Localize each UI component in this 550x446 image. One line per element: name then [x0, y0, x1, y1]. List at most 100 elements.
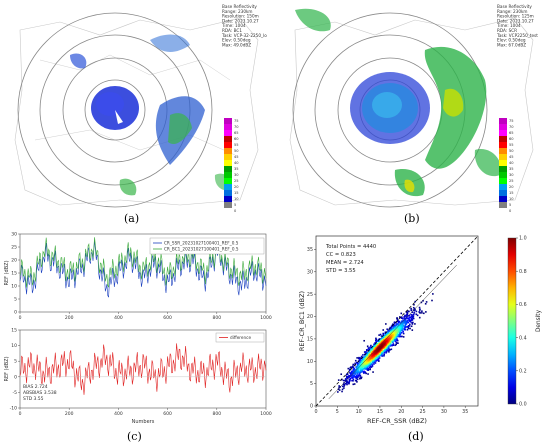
y-tick-label: 35 [307, 247, 313, 253]
scatter-point [414, 300, 417, 303]
scatter-point [366, 351, 369, 354]
stat-line: ABSBIAS 3.538 [23, 390, 57, 396]
scatter-point [391, 323, 394, 326]
scatter-point [359, 361, 361, 364]
scatter-point [378, 334, 380, 336]
scatter-point [390, 330, 393, 332]
scatter-point [412, 321, 414, 324]
scatter-point [366, 354, 368, 357]
scatter-point [361, 359, 364, 361]
scatter-point [369, 368, 371, 370]
scatter-point [408, 310, 410, 313]
scatter-point [405, 311, 408, 313]
legend-top: CR_SSR_20231027100401_REF_0.5CR_BC1_2023… [149, 237, 265, 255]
x-tick-label: 0 [314, 409, 317, 415]
radar-info-line: Time: 1004 [221, 23, 246, 28]
scatter-point [346, 373, 349, 375]
x-tick-label: 600 [163, 315, 172, 321]
panel-label-c: (c) [127, 430, 142, 443]
scatter-point [405, 314, 408, 316]
scatter-point [346, 376, 349, 378]
scatter-point [406, 312, 409, 314]
scatter-point [376, 359, 378, 361]
scatter-point [345, 378, 347, 381]
x-tick-label: 20 [398, 409, 404, 415]
scatter-point [367, 373, 369, 375]
scatter-point [400, 328, 403, 331]
radar-info-line: Range: 230km [497, 9, 528, 14]
scatter-point [392, 327, 395, 330]
legend-value: 40 [234, 161, 239, 165]
y-tick-label: 25 [307, 292, 313, 298]
scatter-point [412, 315, 414, 318]
scatter-point [418, 316, 421, 319]
legend-value: 35 [234, 167, 239, 171]
scatter-point [356, 378, 359, 381]
scatter-point [378, 347, 381, 349]
scatter-point [341, 390, 343, 393]
y-tick-label: 10 [11, 343, 17, 349]
legend-value: 10 [234, 197, 239, 201]
radar-info-line: RDA: SCR [497, 28, 517, 33]
scatter-point [358, 374, 360, 376]
y-tick-label: 5 [14, 359, 17, 365]
scatter-point [425, 311, 427, 313]
scatter-point [389, 335, 392, 338]
scatter-point [388, 344, 391, 347]
scatter-point [341, 385, 344, 388]
scatter-point [381, 348, 383, 351]
scatter-point [373, 363, 375, 365]
scatter-point [404, 322, 406, 325]
scatter-point [394, 332, 397, 334]
scatter-point [355, 374, 358, 377]
scatter-point [383, 354, 385, 357]
scatter-point [361, 367, 363, 369]
scatter-point [402, 331, 404, 333]
scatter-point [412, 317, 415, 320]
scatter-point [390, 344, 393, 346]
scatter-point [411, 323, 414, 325]
scatter-point [381, 337, 383, 339]
scatter-point [363, 365, 366, 368]
stat-line: STD = 3.55 [326, 268, 356, 274]
x-tick-label: 1000 [260, 411, 272, 417]
scatter-point [359, 369, 362, 371]
scatter-point [391, 327, 393, 330]
scatter-point [395, 329, 398, 332]
scatter-point [352, 378, 355, 380]
scatter-point [416, 314, 419, 317]
colorbar-tick-label: 0.0 [519, 402, 527, 408]
scatter-point [358, 365, 360, 368]
radar-info-line: Time: 1004 [496, 23, 521, 28]
y-tick-label: 10 [11, 284, 17, 290]
scatter-point [396, 335, 399, 338]
scatter-point [390, 348, 393, 351]
identity-line [315, 235, 479, 407]
scatter-point [359, 377, 361, 380]
scatter-point [379, 333, 382, 336]
scatter-point [373, 353, 375, 356]
scatter-point [383, 351, 386, 354]
scatter-point [348, 380, 351, 383]
stat-line: MEAN = 2.724 [326, 260, 364, 266]
scatter-point [386, 332, 389, 335]
scatter-point [371, 347, 374, 350]
scatter-point [358, 370, 360, 372]
scatter-point [409, 323, 411, 326]
scatter-point [341, 388, 344, 391]
scatter-point [371, 363, 373, 366]
scatter-point [407, 317, 410, 320]
scatter-point [379, 350, 381, 352]
scatter-point [404, 323, 407, 326]
scatter-point [410, 325, 413, 328]
scatter-point [399, 335, 402, 338]
legend-value: 70 [509, 125, 514, 129]
scatter-point [373, 352, 375, 355]
scatter-point [354, 359, 357, 362]
scatter-point [384, 341, 386, 343]
scatter-point [407, 321, 409, 324]
scatter-point [353, 374, 356, 377]
scatter-point [408, 316, 411, 319]
scatter-point [372, 348, 375, 350]
